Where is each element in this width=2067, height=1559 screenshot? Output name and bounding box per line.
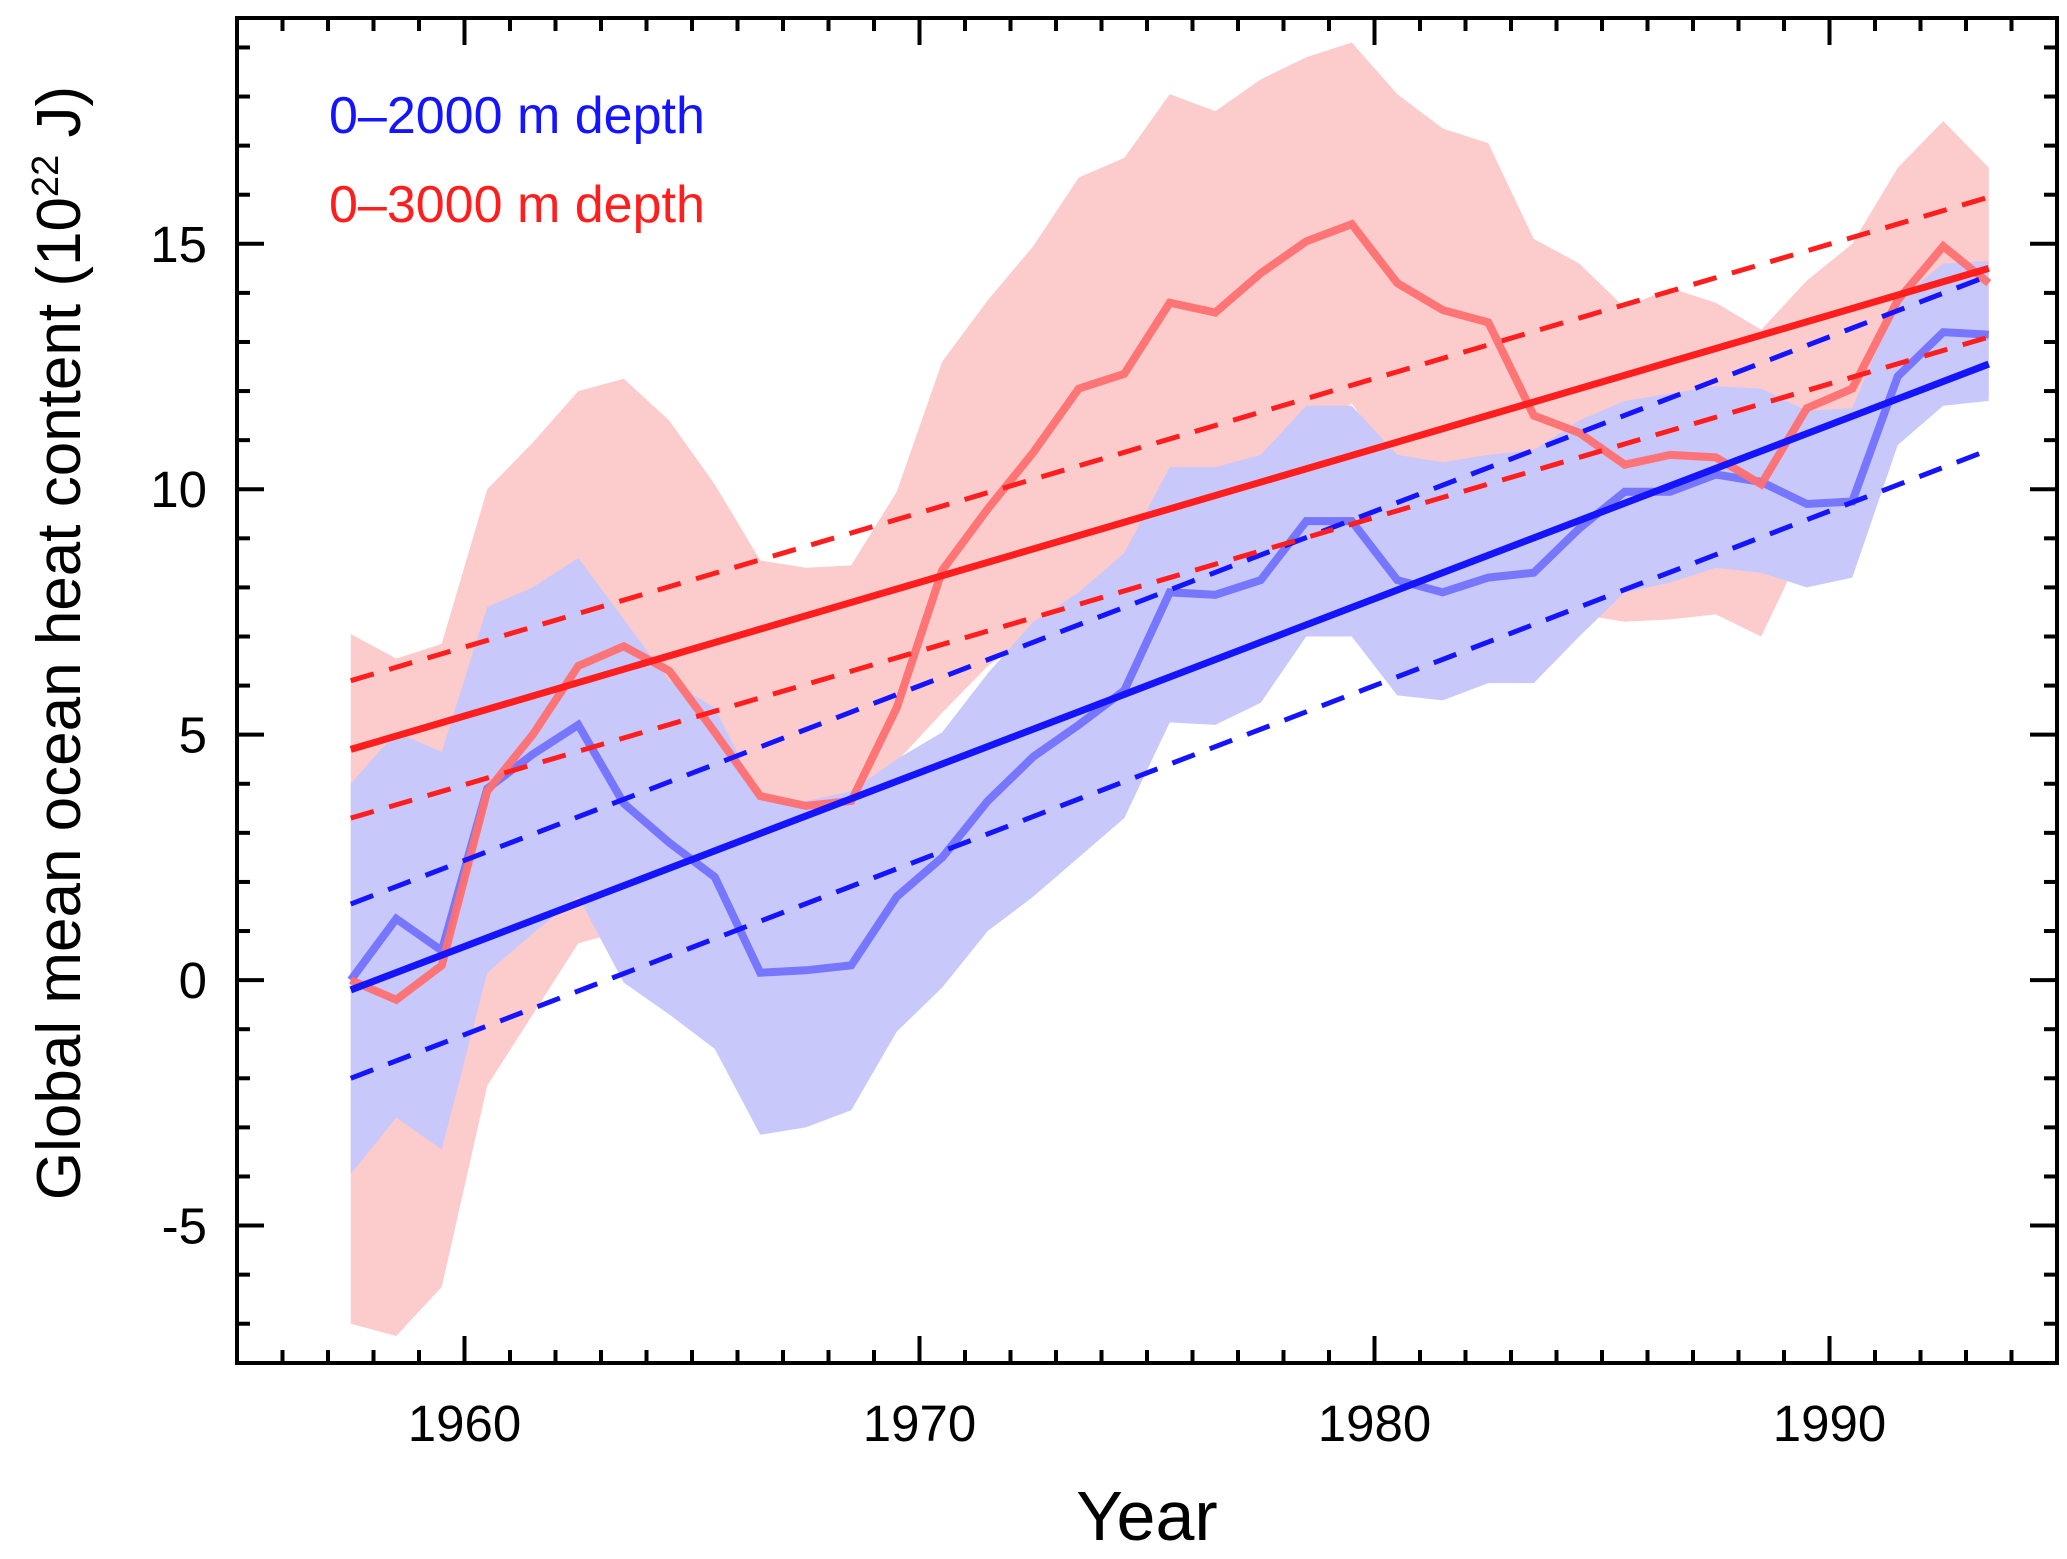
x-tick-label: 1960 (408, 1395, 521, 1452)
trend-lower-bound-0-3000m (350, 334, 1990, 821)
x-axis-title: Year (1076, 1477, 1217, 1555)
y-tick-label: 5 (179, 707, 207, 764)
uncertainty-band-0-2000m (350, 260, 1989, 1175)
y-tick-label: -5 (162, 1198, 207, 1255)
trend-lower-bound-0-2000m (349, 447, 1990, 1081)
y-tick-label: 15 (150, 216, 207, 273)
x-tick-label: 1980 (1318, 1395, 1431, 1452)
x-tick-label: 1990 (1773, 1395, 1886, 1452)
mean-line-0-2000m (347, 328, 1989, 983)
trend-line-0-2000m (349, 360, 1990, 994)
legend: 0–2000 m depth 0–3000 m depth (329, 87, 705, 234)
x-tick-labels: 1960 1970 1980 1990 (408, 1395, 1886, 1452)
y-tick-label: 0 (179, 952, 207, 1009)
y-axis-title-main: Global mean ocean heat content (10 (25, 197, 94, 1200)
trend-upper-bound-0-3000m (350, 194, 1990, 684)
x-tick-label: 1970 (863, 1395, 976, 1452)
trend-line-0-3000m (349, 264, 1990, 753)
uncertainty-band-0-3000m (350, 42, 1989, 1337)
mean-series-lines (347, 219, 1992, 1005)
y-tick-labels: -5 0 5 10 15 (150, 216, 207, 1255)
mean-line-0-3000m (349, 219, 1992, 1005)
trend-lines (349, 194, 1990, 1081)
legend-entry-0-2000m: 0–2000 m depth (329, 87, 705, 145)
trend-upper-bound-0-2000m (349, 273, 1990, 907)
legend-entry-0-3000m: 0–3000 m depth (329, 176, 705, 234)
y-axis-title: Global mean ocean heat content (1022 J) (25, 86, 94, 1200)
axes (235, 16, 2059, 1365)
y-axis-title-exponent: 22 (25, 155, 67, 197)
y-axis-title-unit: J) (25, 86, 94, 155)
uncertainty-bands (350, 42, 1989, 1337)
y-tick-label: 10 (150, 461, 207, 518)
